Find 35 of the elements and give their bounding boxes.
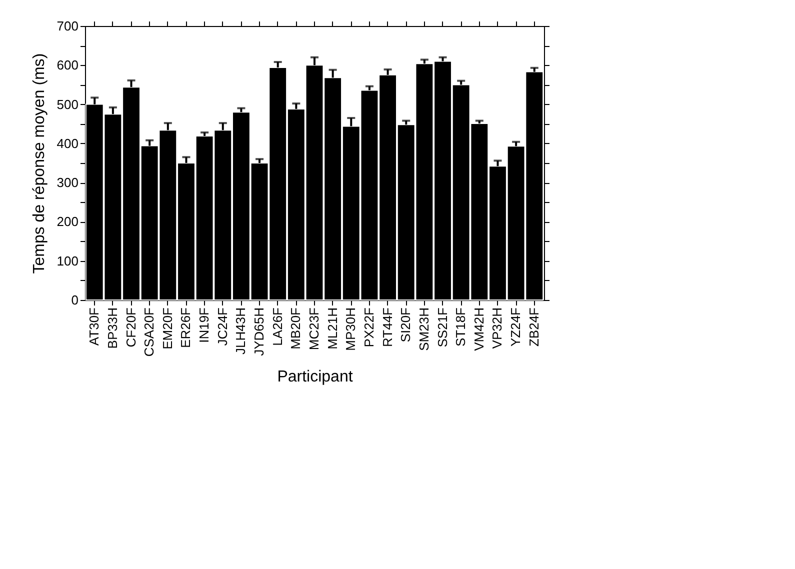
x-tick-label: JLH43H — [233, 308, 248, 354]
x-tick-label: AT30F — [86, 307, 102, 346]
x-tick-label: BP33H — [104, 308, 120, 349]
y-tick-label: 0 — [71, 292, 78, 308]
x-tick-label: MC23F — [306, 307, 322, 350]
y-tick-label: 100 — [56, 253, 78, 268]
y-tick-label: 500 — [56, 96, 78, 112]
x-tick-label: JYD65H — [252, 308, 267, 356]
y-tick-label: 300 — [56, 175, 78, 190]
x-tick-label: CF20F — [123, 307, 138, 348]
y-tick-label: 600 — [56, 58, 78, 73]
x-tick-label: ER26F — [178, 307, 194, 348]
y-tick-label: 200 — [56, 214, 78, 230]
x-tick-label: CSA20F — [142, 307, 157, 357]
x-tick-label: VP32H — [490, 308, 505, 349]
x-tick-label: VM42H — [471, 308, 486, 351]
x-axis-title: Participant — [277, 368, 354, 386]
x-tick-label: PX22F — [361, 307, 376, 348]
x-tick-label: SS21F — [434, 307, 450, 348]
y-axis-title: Temps de réponse moyen (ms) — [30, 53, 48, 274]
x-tick-label: ZB24F — [526, 307, 542, 347]
x-tick-label: JC24F — [214, 307, 230, 346]
x-tick-label: EM20F — [160, 307, 175, 350]
x-tick-label: YZ24F — [508, 307, 524, 347]
x-tick-label: ML21H — [324, 308, 340, 350]
x-tick-label: SM23H — [416, 308, 432, 351]
x-tick-label: LA26F — [270, 307, 285, 346]
x-tick-label: RT44F — [380, 307, 395, 347]
x-tick-label: MP30H — [343, 308, 358, 351]
x-tick-label: IN19F — [196, 307, 212, 343]
y-tick-label: 700 — [56, 18, 78, 34]
x-tick-label: MB20F — [288, 307, 304, 350]
x-tick-label: ST18F — [453, 307, 468, 347]
x-tick-label: SI20F — [398, 307, 414, 342]
y-tick-label: 400 — [56, 136, 78, 151]
